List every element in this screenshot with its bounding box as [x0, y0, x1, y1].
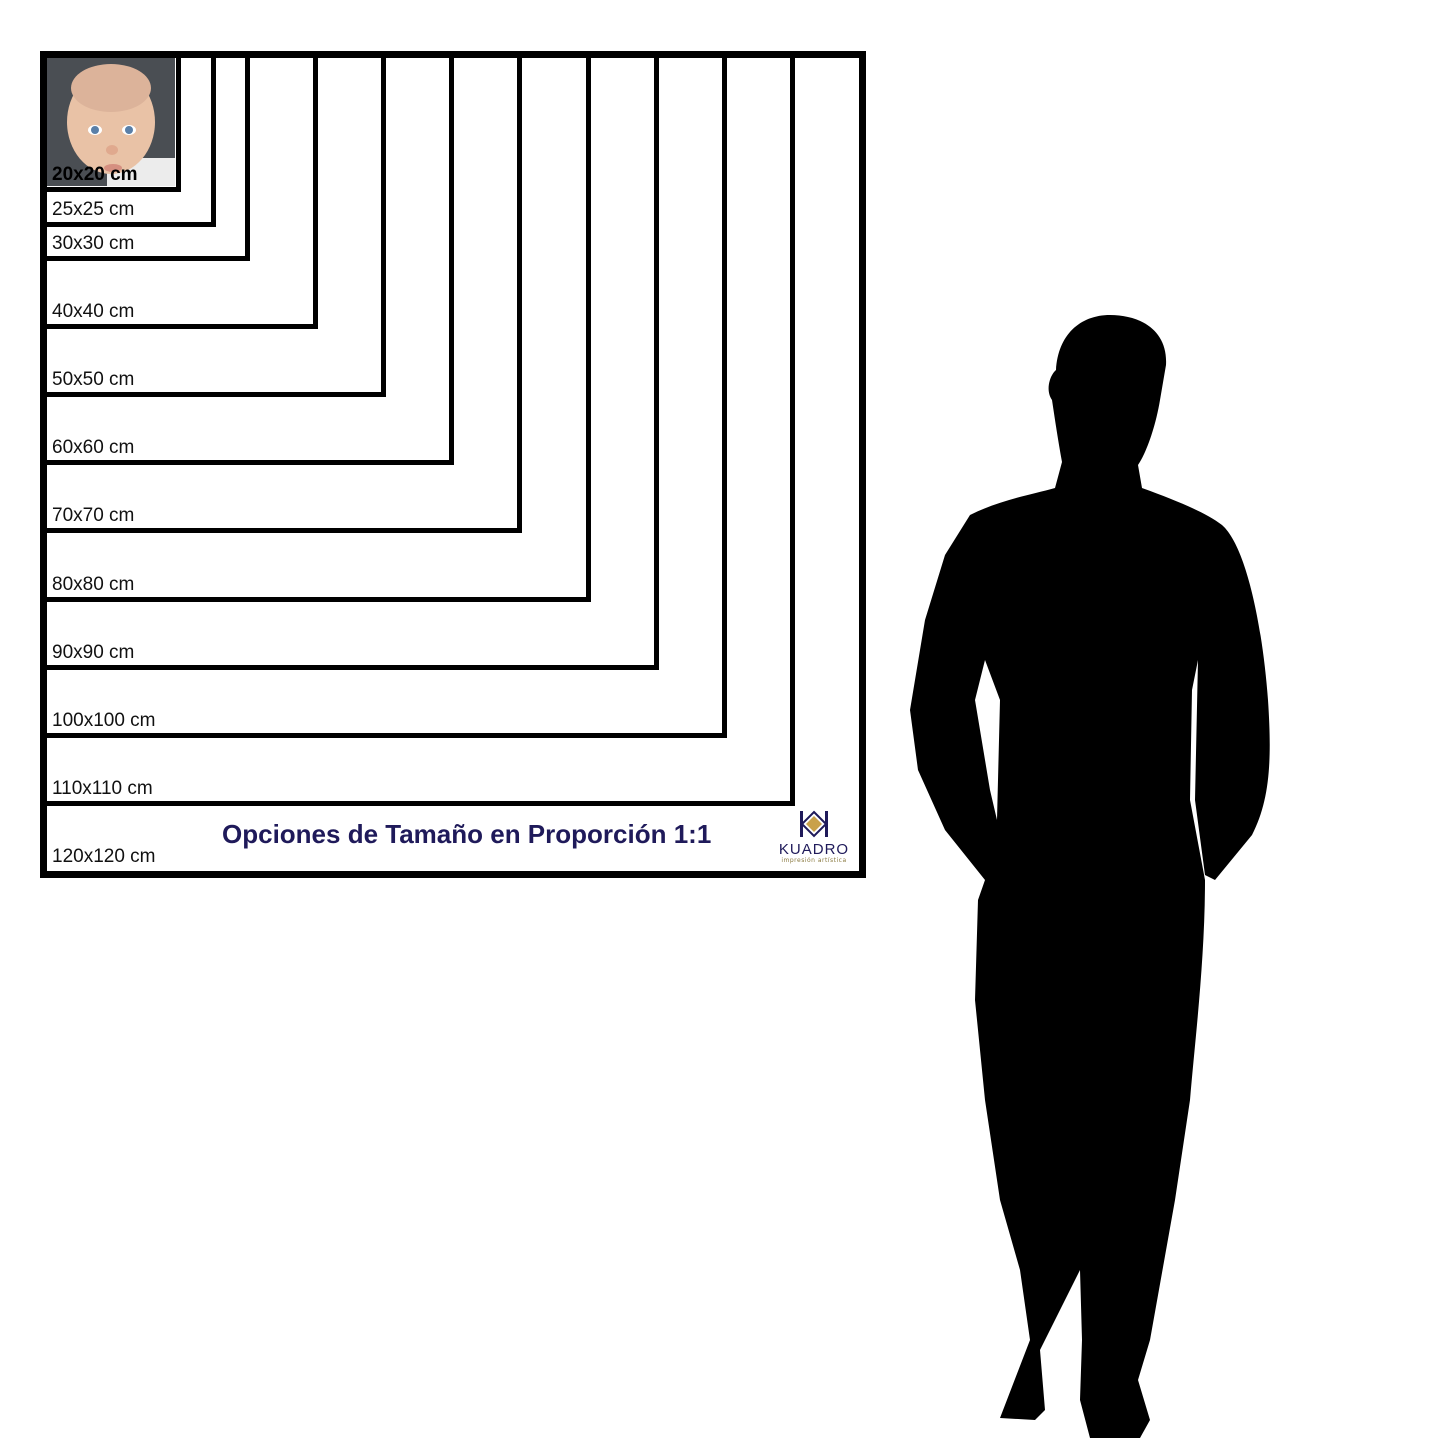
frame-40cm [47, 58, 318, 329]
logo-word: KUADRO [778, 841, 850, 858]
frame-50cm [47, 58, 386, 397]
frame-90cm [47, 58, 659, 670]
outer-frame [40, 51, 866, 878]
frame-70cm [47, 58, 523, 534]
size-label-90cm: 90x90 cm [52, 641, 135, 663]
frame-100cm [47, 58, 727, 738]
size-label-60cm: 60x60 cm [52, 437, 135, 459]
frame-20cm [47, 58, 182, 193]
size-label-20cm: 20x20 cm [52, 164, 138, 186]
frame-25cm [47, 58, 216, 227]
size-label-110cm: 110x110 cm [52, 778, 153, 800]
logo-mark-icon [800, 810, 828, 838]
size-label-70cm: 70x70 cm [52, 505, 135, 527]
diagram-title: Opciones de Tamaño en Proporción 1:1 [222, 819, 712, 849]
logo-tagline: impresión artística [781, 857, 847, 864]
kuadro-logo: KUADRO impresión artística [772, 810, 856, 866]
frame-110cm [47, 58, 796, 807]
size-label-50cm: 50x50 cm [52, 369, 135, 390]
frame-30cm [47, 58, 250, 261]
baby-photo [47, 58, 175, 186]
size-label-30cm: 30x30 cm [52, 232, 135, 254]
size-label-120cm: 120x120 cm [52, 846, 156, 868]
size-label-40cm: 40x40 cm [52, 300, 135, 322]
size-label-25cm: 25x25 cm [52, 198, 135, 220]
frame-80cm [47, 58, 591, 602]
frame-60cm [47, 58, 455, 466]
size-label-100cm: 100x100 cm [52, 710, 156, 731]
size-label-80cm: 80x80 cm [52, 573, 135, 595]
